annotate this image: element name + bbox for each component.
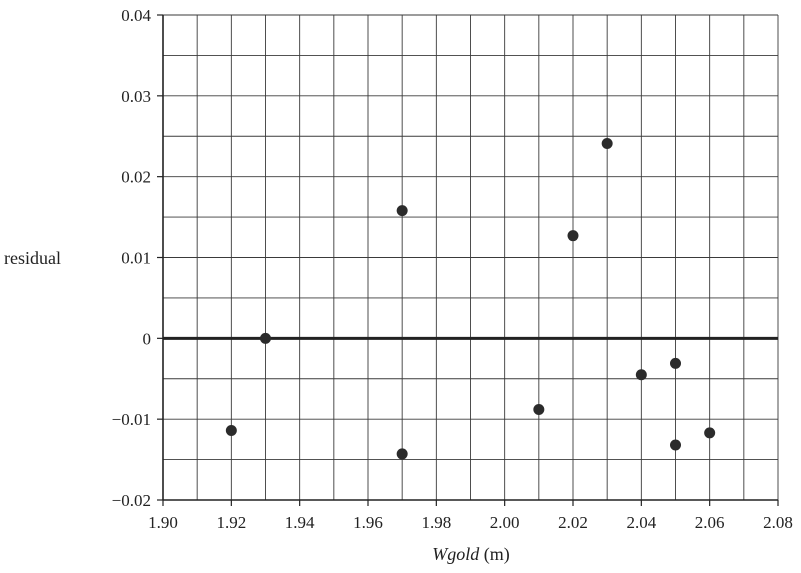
x-tick-label: 2.06	[695, 513, 725, 532]
data-point	[601, 138, 613, 150]
x-tick-label: 1.92	[216, 513, 246, 532]
x-tick-labels: 1.90 1.92 1.94 1.96 1.98 2.00 2.02 2.04 2.06 2.08	[148, 513, 793, 532]
data-point	[635, 369, 647, 381]
x-tick-label: 2.02	[558, 513, 588, 532]
x-tick-label: 1.94	[285, 513, 315, 532]
y-axis-label: residual	[4, 248, 61, 268]
y-tick-label: −0.02	[112, 491, 151, 510]
data-point	[670, 357, 681, 369]
data-point	[396, 448, 408, 460]
data-point	[396, 205, 408, 217]
data-points	[225, 138, 716, 460]
axes	[157, 14, 779, 506]
y-tick-label: 0.04	[121, 6, 151, 25]
data-point	[533, 403, 545, 415]
y-tick-label: 0	[143, 329, 152, 348]
x-tick-label: 1.96	[353, 513, 383, 532]
data-point	[260, 332, 271, 344]
x-tick-label: 2.00	[490, 513, 520, 532]
data-point	[704, 427, 716, 439]
data-point	[225, 424, 237, 436]
x-axis-label-variable: Wgold	[432, 544, 480, 564]
y-tick-label: −0.01	[112, 410, 151, 429]
x-tick-label: 1.98	[421, 513, 451, 532]
data-point	[567, 230, 579, 242]
x-tick-label: 2.04	[626, 513, 656, 532]
y-tick-label: 0.03	[121, 87, 151, 106]
y-tick-labels: 0.04 0.03 0.02 0.01 0 −0.01 −0.02	[112, 6, 152, 510]
x-axis-label: Wgold (m)	[432, 544, 510, 565]
y-tick-label: 0.01	[121, 249, 151, 268]
x-tick-label: 2.08	[763, 513, 793, 532]
x-tick-label: 1.90	[148, 513, 178, 532]
y-tick-label: 0.02	[121, 168, 151, 187]
grid	[162, 14, 779, 501]
x-axis-label-unit: (m)	[479, 544, 510, 565]
data-point	[670, 439, 681, 451]
